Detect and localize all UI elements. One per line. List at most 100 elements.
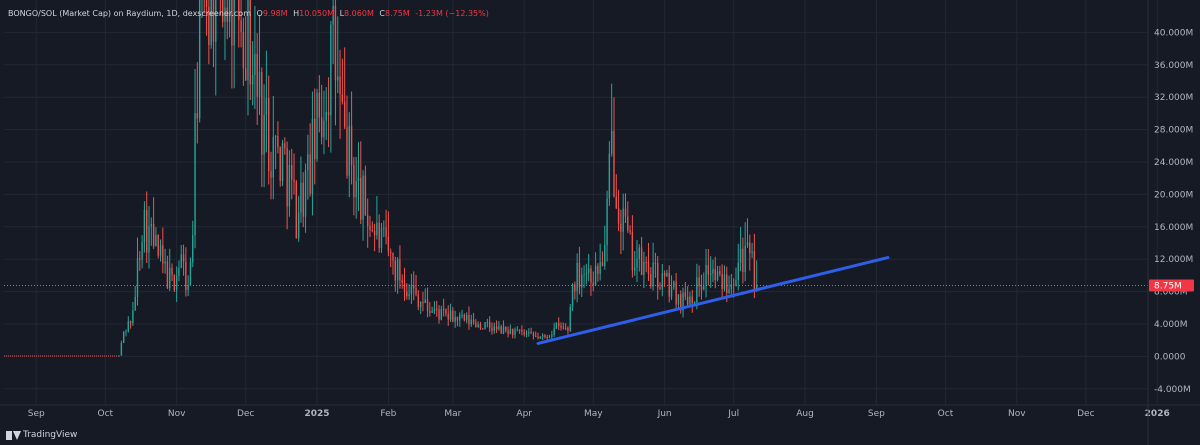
candle-body — [677, 294, 680, 305]
candle-body — [187, 285, 189, 291]
x-tick-label: 2025 — [305, 409, 330, 419]
candle-body — [256, 53, 258, 97]
close-label: C — [379, 9, 385, 18]
candle-body — [560, 325, 562, 328]
candle-body — [422, 302, 424, 304]
candle-body — [599, 262, 601, 274]
symbol-line: BONGO/SOL (Market Cap) on Raydium, 1D, d… — [8, 9, 251, 18]
candle-body — [482, 328, 484, 330]
candle-body — [721, 273, 723, 290]
candle-body — [380, 228, 383, 248]
candle-body — [657, 263, 659, 288]
candle-body — [413, 285, 415, 289]
candle-body — [316, 92, 318, 160]
tradingview-footer[interactable]: TradingView — [6, 430, 77, 440]
x-tick-label: Mar — [444, 409, 461, 419]
candle-body — [521, 329, 523, 332]
candle-body — [461, 315, 463, 317]
candle-body — [532, 333, 535, 336]
candle-body — [551, 334, 553, 337]
candle-body — [716, 271, 719, 280]
high-label: H — [293, 9, 300, 18]
price-axis[interactable]: -4.000M 0.0000 4.000M 8.000M 12.000M 16.000M 2… — [1154, 28, 1193, 394]
candle-body — [208, 6, 210, 46]
candle-body — [562, 327, 565, 329]
candle-body — [134, 296, 136, 311]
candle-body — [406, 291, 408, 297]
candle-body — [673, 281, 675, 288]
candle-body — [735, 280, 737, 286]
candle-body — [587, 268, 590, 274]
candle-body — [120, 342, 123, 356]
candle-body — [597, 265, 599, 274]
y-tick-label: 4.000M — [1154, 320, 1188, 330]
low-value: 8.060M — [344, 9, 374, 18]
candle-body — [440, 308, 443, 320]
last-price-label: 8.75M — [1154, 282, 1182, 292]
candle-body — [325, 111, 327, 121]
candle-body — [465, 314, 468, 321]
candle-body — [709, 273, 712, 275]
candle-body — [254, 53, 256, 76]
candle-body — [417, 294, 420, 308]
candle-body — [376, 222, 378, 236]
y-tick-label: 32.000M — [1154, 93, 1193, 103]
candle-body — [477, 324, 479, 328]
candle-body — [215, 0, 217, 42]
candle-body — [585, 273, 588, 275]
candle-body — [360, 178, 362, 220]
candle-body — [364, 175, 367, 216]
candle-body — [123, 331, 125, 343]
candle-body — [240, 20, 242, 33]
candle-body — [337, 76, 339, 81]
candle-body — [392, 252, 394, 261]
candle-body — [403, 282, 406, 292]
y-tick-label: 0.0000 — [1154, 352, 1186, 362]
candle-body — [233, 0, 235, 46]
candle-body — [433, 308, 436, 311]
candle-body — [509, 328, 512, 335]
candle-body — [396, 259, 399, 281]
time-axis[interactable]: Sep Oct Nov Dec 2025 Feb Mar Apr May Jun Jul Aug Sep… — [28, 409, 1170, 419]
candle-body — [636, 259, 638, 268]
candle-body — [429, 310, 431, 313]
candle-body — [362, 175, 364, 220]
candle-body — [378, 222, 380, 248]
candle-body — [249, 0, 251, 85]
candle-body — [652, 262, 654, 287]
candle-body — [304, 170, 307, 217]
candle-body — [463, 315, 466, 321]
candle-body — [175, 276, 178, 291]
candle-body — [152, 224, 155, 247]
candle-body — [569, 306, 571, 332]
x-tick-label: Feb — [380, 409, 396, 419]
candle-body — [512, 328, 514, 335]
candle-body — [571, 284, 574, 307]
candle-body — [631, 231, 634, 271]
candle-body — [309, 154, 311, 194]
candle-body — [535, 335, 537, 337]
candle-body — [528, 332, 530, 334]
candle-body — [419, 302, 422, 308]
candle-body — [277, 136, 279, 148]
candle-body — [129, 321, 132, 324]
candle-body — [610, 131, 613, 154]
candle-body — [544, 335, 546, 337]
candle-body — [162, 245, 164, 264]
candles — [118, 0, 758, 357]
candle-body — [194, 113, 196, 236]
candle-body — [295, 181, 298, 239]
trendline[interactable] — [536, 256, 890, 345]
candle-body — [705, 265, 707, 286]
candle-body — [719, 271, 721, 274]
candle-body — [394, 260, 396, 281]
candle-body — [555, 322, 558, 329]
candle-body — [261, 72, 263, 155]
candle-body — [696, 277, 698, 303]
candle-body — [488, 321, 491, 329]
candle-body — [486, 321, 489, 323]
close-value: 8.75M — [385, 9, 410, 18]
candle-body — [703, 285, 705, 290]
